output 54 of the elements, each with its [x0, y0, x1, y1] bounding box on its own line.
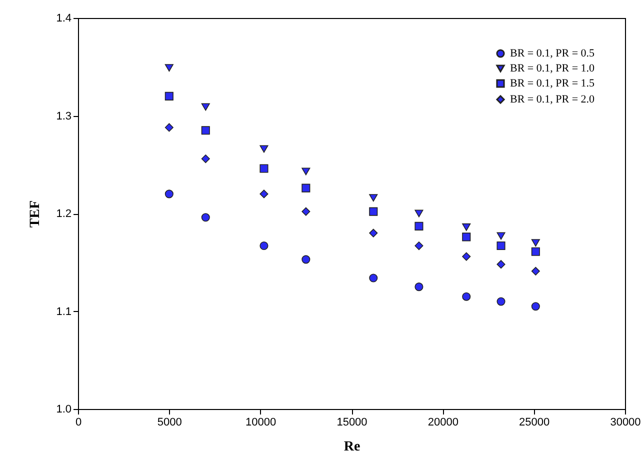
x-tick-label: 10000: [246, 416, 276, 428]
point: [531, 239, 540, 247]
y-tick-label: 1.1: [56, 306, 72, 318]
point: [414, 282, 424, 292]
x-tick-label: 5000: [157, 416, 182, 428]
x-axis-title: Re: [344, 440, 360, 454]
legend-label: BR = 0.1, PR = 1.5: [510, 78, 596, 90]
point: [531, 266, 540, 276]
point: [496, 232, 506, 240]
point: [201, 103, 210, 111]
point: [302, 207, 310, 216]
point: [201, 126, 210, 135]
point: [462, 232, 471, 242]
point: [164, 92, 174, 100]
point: [414, 241, 424, 250]
x-tick-label: 30000: [610, 416, 641, 428]
point: [369, 194, 378, 202]
point: [531, 247, 540, 256]
x-tick-label: 15000: [336, 416, 368, 428]
point: [496, 260, 506, 269]
y-tick-label: 1.0: [56, 404, 72, 416]
point: [414, 222, 424, 230]
point: [462, 223, 471, 231]
y-axis-title: TEF: [28, 200, 44, 228]
point: [164, 64, 174, 72]
point: [531, 302, 540, 311]
point: [164, 190, 174, 198]
y-tick-label: 1.4: [56, 12, 72, 24]
x-tick-label: 25000: [519, 416, 550, 428]
legend-label: BR = 0.1, PR = 0.5: [510, 48, 596, 60]
point: [369, 274, 378, 282]
x-tick-label: 0: [75, 416, 82, 428]
point: [164, 123, 174, 132]
point: [496, 297, 506, 306]
legend-label: BR = 0.1, PR = 2.0: [510, 94, 596, 106]
point: [260, 145, 268, 153]
point: [462, 252, 471, 261]
point: [369, 228, 378, 238]
point: [496, 241, 506, 250]
point: [260, 241, 268, 250]
y-tick-label: 1.3: [56, 110, 72, 122]
point: [201, 213, 210, 222]
legend-label: BR = 0.1, PR = 1.0: [510, 62, 596, 74]
point: [414, 210, 424, 218]
point: [462, 292, 471, 301]
point: [260, 164, 268, 173]
y-tick-label: 1.2: [56, 208, 72, 220]
x-tick-label: 20000: [428, 416, 458, 428]
point: [302, 168, 310, 176]
point: [260, 190, 268, 198]
point: [302, 255, 310, 264]
point: [302, 184, 310, 192]
point: [369, 207, 378, 216]
point: [201, 154, 210, 164]
